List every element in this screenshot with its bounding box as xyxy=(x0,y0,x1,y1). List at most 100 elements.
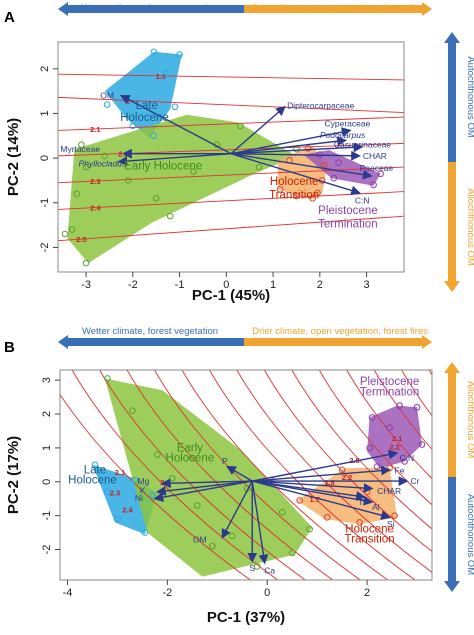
data-point xyxy=(304,144,312,152)
contour-line xyxy=(58,116,404,131)
y-tick-label: 2 xyxy=(41,411,53,417)
plot-frame xyxy=(57,41,405,273)
data-point xyxy=(255,163,263,171)
group-label: Late xyxy=(136,100,158,112)
data-point xyxy=(335,159,342,166)
data-point xyxy=(373,463,381,470)
data-point xyxy=(253,563,261,570)
contour-line xyxy=(58,166,404,184)
data-point xyxy=(413,403,421,411)
group-label: Holocene xyxy=(120,112,169,124)
vector-c-n xyxy=(230,152,361,196)
data-point xyxy=(176,51,183,58)
x-axis-label: PC-1 (45%) xyxy=(192,287,270,304)
contour-label: 2.4 xyxy=(122,505,133,514)
data-point xyxy=(91,461,99,469)
vector-label: Podocarpus xyxy=(320,130,366,140)
data-point xyxy=(391,512,398,519)
contour-line xyxy=(126,370,333,580)
hull-pleistocene-termination xyxy=(303,150,381,186)
panel-a: A Wetter climate, forest vegetation Drier … xyxy=(4,2,474,304)
side-label-top: Autochthonous OM xyxy=(465,56,474,137)
x-tick-label: 0 xyxy=(264,587,270,599)
data-point xyxy=(154,451,161,458)
group-label: Holocene xyxy=(270,176,319,188)
plot-area: 2.12.221.71.82.22.52.32.422.1 xyxy=(60,370,432,580)
group-label: Transition xyxy=(345,534,395,546)
data-point xyxy=(306,525,313,533)
data-point xyxy=(78,141,85,149)
data-point xyxy=(396,402,403,409)
x-tick-label: 2 xyxy=(364,587,370,599)
contour-line xyxy=(71,370,279,580)
data-point xyxy=(124,177,132,184)
data-point xyxy=(194,502,201,509)
vector-ni xyxy=(153,480,253,503)
vector-label: Myrtaceae xyxy=(60,144,100,154)
side-arrow-top xyxy=(444,362,460,477)
contour-label: 1.8 xyxy=(324,478,334,487)
contour-label: 2.4 xyxy=(90,204,101,213)
plot-frame xyxy=(59,369,433,581)
group-label: Termination xyxy=(360,386,419,398)
data-point xyxy=(418,441,426,448)
data-point xyxy=(103,101,111,108)
contour-line xyxy=(99,370,306,580)
side-arrow-bottom xyxy=(444,477,460,592)
y-axis-label: PC-2 (17%) xyxy=(5,436,22,514)
panel-label: A xyxy=(4,9,15,26)
group-label: Termination xyxy=(318,218,377,230)
vector-al xyxy=(252,480,374,506)
group-label: Pleistocene xyxy=(318,205,377,217)
x-tick-label: 3 xyxy=(364,279,370,291)
vector-label: Cyperaceae xyxy=(325,118,371,128)
drier-label: Drier climate, open vegetation, forest f… xyxy=(252,3,428,14)
contour-label: 2.5 xyxy=(76,235,86,244)
group-label: Late xyxy=(84,464,106,476)
y-tick-label: -2 xyxy=(39,243,51,253)
data-point xyxy=(276,186,284,193)
vector-poaceae xyxy=(230,152,373,180)
group-label: Transition xyxy=(269,189,319,201)
y-tick-label: 1 xyxy=(41,445,53,451)
side-arrow-bottom xyxy=(444,162,460,292)
vector-om xyxy=(221,480,253,539)
group-label: Pleistocene xyxy=(360,376,419,388)
group-label: Early xyxy=(177,442,203,454)
x-tick-label: -3 xyxy=(81,279,91,291)
data-point xyxy=(190,168,197,175)
panel-b: B Wetter climate, forest vegetation Drier … xyxy=(4,326,474,626)
vector-char xyxy=(230,150,361,161)
data-point xyxy=(104,375,111,382)
contour-line xyxy=(401,370,432,417)
data-point xyxy=(166,212,174,220)
x-tick-label: -2 xyxy=(128,279,138,291)
vector-ca xyxy=(251,480,269,565)
x-tick-label: -4 xyxy=(63,587,73,599)
y-tick-label: 1 xyxy=(39,110,51,116)
data-point xyxy=(150,48,158,56)
x-tick-label: 1 xyxy=(270,279,276,291)
group-label: Holocene xyxy=(68,474,117,486)
vector-label: OM xyxy=(193,534,207,544)
vector-label: Ni xyxy=(135,493,143,503)
data-point xyxy=(356,519,363,526)
contour-label: 1.7 xyxy=(309,495,319,504)
data-point xyxy=(131,476,139,484)
data-point xyxy=(323,514,331,521)
y-tick-label: -1 xyxy=(41,511,53,521)
data-point xyxy=(321,161,328,169)
contour-label: 2.2 xyxy=(342,473,352,482)
vector-label: P xyxy=(222,456,228,466)
drier-arrow xyxy=(244,335,432,349)
vector-label: CHAR xyxy=(363,151,387,161)
vector-p xyxy=(226,465,253,482)
vector-si xyxy=(252,480,391,520)
vector-label: CHAR xyxy=(377,486,401,496)
vector-label: Mg xyxy=(137,476,149,486)
y-tick-label: 3 xyxy=(41,377,53,383)
vector-label: Poaceae xyxy=(360,163,394,173)
data-point xyxy=(401,458,408,465)
data-point xyxy=(101,152,109,160)
contour-label: 2.2 xyxy=(389,443,399,452)
